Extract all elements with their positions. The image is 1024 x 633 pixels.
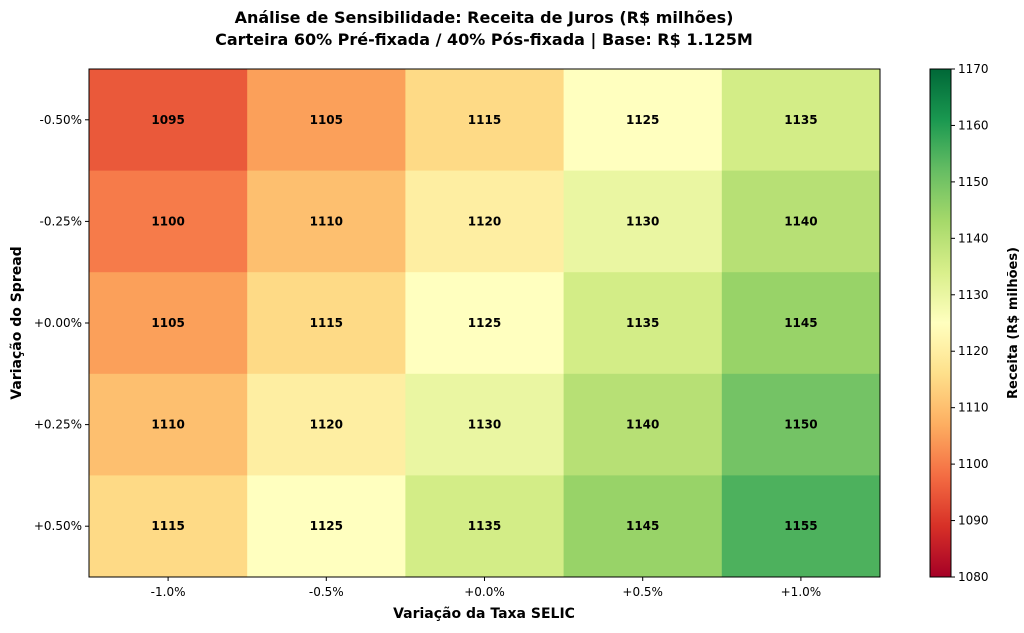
cell-value-label: 1105	[151, 316, 184, 330]
cell-value-label: 1145	[784, 316, 817, 330]
y-tick-label: +0.00%	[34, 316, 82, 330]
heatmap-cell	[247, 272, 406, 375]
cell-value-label: 1135	[468, 519, 501, 533]
y-tick-label: +0.25%	[34, 418, 82, 432]
heatmap-cell	[563, 475, 723, 578]
colorbar-tick-label: 1090	[958, 514, 989, 528]
cell-value-label: 1110	[310, 214, 343, 228]
cell-value-label: 1140	[626, 418, 659, 432]
heatmap-cell	[721, 272, 881, 375]
heatmap-cell	[89, 475, 248, 578]
heatmap-cell	[89, 69, 248, 172]
x-tick-label: +1.0%	[781, 585, 822, 599]
cell-value-label: 1130	[468, 418, 501, 432]
colorbar-tick-label: 1170	[958, 62, 989, 76]
colorbar-tick-label: 1140	[958, 231, 989, 245]
heatmap-cell	[89, 373, 248, 476]
cell-value-label: 1110	[151, 418, 184, 432]
cell-value-label: 1140	[784, 214, 817, 228]
cell-value-label: 1125	[468, 316, 501, 330]
x-tick-label: +0.5%	[622, 585, 663, 599]
heatmap-cell	[405, 475, 565, 578]
cell-value-label: 1130	[626, 214, 659, 228]
heatmap-cell	[721, 170, 881, 273]
cell-value-label: 1120	[468, 214, 501, 228]
cell-value-label: 1150	[784, 418, 817, 432]
cell-value-label: 1115	[151, 519, 184, 533]
cell-value-label: 1115	[310, 316, 343, 330]
heatmap-cell	[563, 272, 723, 375]
heatmap-cell	[405, 373, 565, 476]
heatmap-cell	[247, 373, 406, 476]
heatmap-cell	[89, 170, 248, 273]
chart-title: Análise de Sensibilidade: Receita de Jur…	[235, 8, 734, 27]
cell-value-label: 1120	[310, 418, 343, 432]
chart-subtitle: Carteira 60% Pré-fixada / 40% Pós-fixada…	[215, 30, 753, 50]
colorbar-tick-label: 1130	[958, 288, 989, 302]
heatmap-cell	[247, 475, 406, 578]
cell-value-label: 1125	[310, 519, 343, 533]
cell-value-label: 1105	[310, 113, 343, 127]
heatmap-cell	[563, 69, 723, 172]
heatmap-cell	[405, 69, 565, 172]
colorbar-tick-label: 1100	[958, 457, 989, 471]
x-tick-label: -0.5%	[309, 585, 344, 599]
heatmap-cell	[405, 170, 565, 273]
cell-value-label: 1125	[626, 113, 659, 127]
axis-ticks: -1.0% -0.5% +0.0% +0.5% +1.0% -0.50% -0.25% +0.…	[34, 113, 821, 599]
heatmap-cell	[563, 170, 723, 273]
colorbar-tick-label: 1150	[958, 175, 989, 189]
colorbar-label: Receita (R$ milhões)	[1006, 247, 1021, 399]
y-tick-label: +0.50%	[34, 519, 82, 533]
heatmap-cell	[721, 69, 881, 172]
colorbar-tick-label: 1080	[958, 570, 989, 584]
colorbar-tick-label: 1160	[958, 118, 989, 132]
heatmap-cell	[247, 170, 406, 273]
x-tick-label: +0.0%	[464, 585, 505, 599]
heatmap-cell	[721, 373, 881, 476]
heatmap-cells: 1095 1105 1115 1125 1135 1100 1110 1120 1130 1140…	[89, 69, 881, 578]
heatmap-cell	[405, 272, 565, 375]
cell-value-label: 1115	[468, 113, 501, 127]
y-axis-label: Variação do Spread	[9, 246, 25, 399]
x-tick-label: -1.0%	[151, 585, 186, 599]
colorbar-tick-label: 1110	[958, 401, 989, 415]
colorbar	[929, 68, 952, 578]
colorbar-ticks: 1080 1090 1100 1110 1120 1130 1140 1150 1160 1170	[951, 62, 989, 584]
cell-value-label: 1135	[784, 113, 817, 127]
y-tick-label: -0.50%	[40, 113, 82, 127]
y-tick-label: -0.25%	[40, 214, 82, 228]
cell-value-label: 1145	[626, 519, 659, 533]
cell-value-label: 1135	[626, 316, 659, 330]
heatmap-cell	[721, 475, 881, 578]
x-axis-label: Variação da Taxa SELIC	[393, 606, 575, 622]
heatmap-cell	[89, 272, 248, 375]
plot-frame	[88, 68, 881, 578]
heatmap-cell	[247, 69, 406, 172]
cell-value-label: 1100	[151, 214, 184, 228]
cell-value-label: 1095	[151, 113, 184, 127]
cell-value-label: 1155	[784, 519, 817, 533]
heatmap-cell	[563, 373, 723, 476]
colorbar-tick-label: 1120	[958, 344, 989, 358]
